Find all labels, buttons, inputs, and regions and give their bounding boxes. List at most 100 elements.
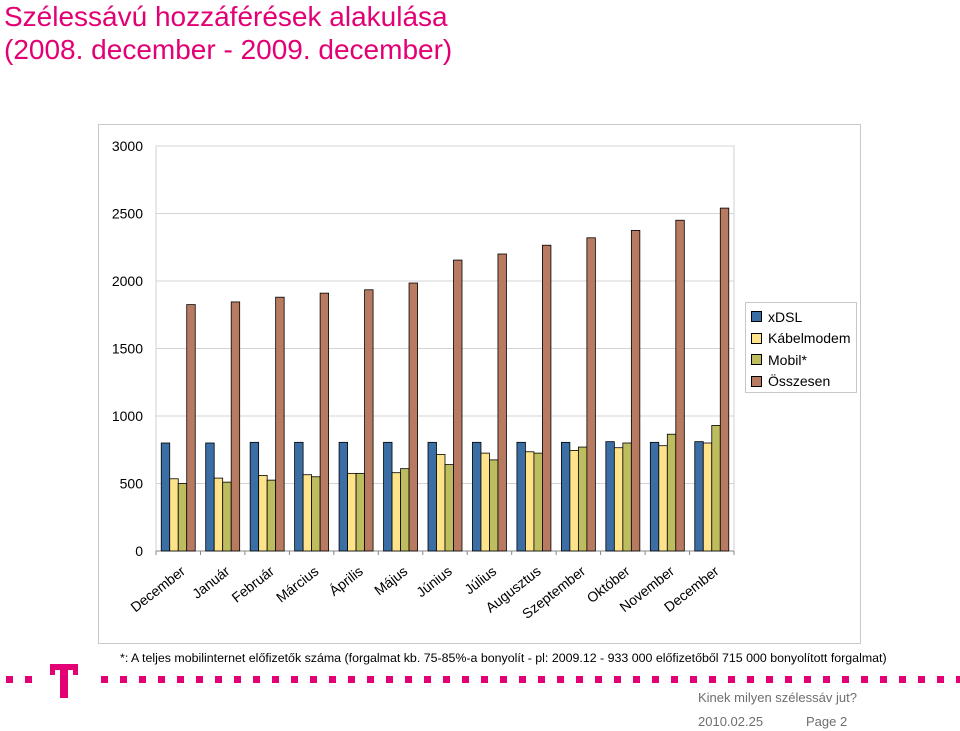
dot <box>291 676 298 683</box>
bar-mobil <box>666 433 677 552</box>
dot <box>557 676 564 683</box>
y-tick-label: 500 <box>120 476 144 492</box>
chart-legend: xDSL Kábelmodem Mobil* Összesen <box>745 302 857 393</box>
dot <box>500 676 507 683</box>
bar-sszesen <box>364 289 374 552</box>
legend-swatch-kabelmodem <box>751 332 762 344</box>
legend-label-osszesen: Összesen <box>768 373 831 390</box>
x-tick-label: Május <box>371 563 410 599</box>
dot <box>842 676 849 683</box>
footer-date: 2010.02.25 <box>698 714 764 729</box>
dot <box>329 676 336 683</box>
bar-sszesen <box>675 219 685 552</box>
bar-mobil <box>355 472 365 552</box>
bar-sszesen <box>453 259 463 552</box>
bar-kbelmodem <box>613 447 624 552</box>
legend-label-mobil: Mobil* <box>768 351 807 368</box>
dot <box>310 676 317 683</box>
bar-sszesen <box>630 229 641 552</box>
bar-xdsl <box>560 441 571 552</box>
dot <box>25 676 32 683</box>
legend-item-xdsl: xDSL <box>751 306 856 328</box>
bar-mobil <box>711 425 721 552</box>
bar-mobil <box>622 442 632 552</box>
dot <box>956 676 960 683</box>
bar-sszesen <box>408 282 418 552</box>
dot <box>937 676 944 683</box>
dot <box>139 676 146 683</box>
bar-sszesen <box>230 301 241 552</box>
bar-sszesen <box>186 304 196 552</box>
bar-sszesen <box>497 253 507 552</box>
legend-item-kabelmodem: Kábelmodem <box>751 328 856 350</box>
dot <box>766 676 773 683</box>
bar-sszesen <box>542 244 552 552</box>
bar-kbelmodem <box>258 474 268 552</box>
bar-mobil <box>177 483 188 552</box>
bar-kbelmodem <box>658 445 668 552</box>
x-tick-label: Április <box>326 563 366 599</box>
dot <box>443 676 450 683</box>
y-tick-label: 3000 <box>112 138 143 154</box>
dot <box>747 676 754 683</box>
dot <box>272 676 279 683</box>
dot <box>367 676 374 683</box>
bar-sszesen <box>319 292 330 552</box>
footnote: *: A teljes mobilinternet előfizetők szá… <box>120 651 887 665</box>
legend-label-xdsl: xDSL <box>768 308 803 325</box>
title-line-1: Szélessávú hozzáférések alakulása <box>4 1 448 32</box>
page-number: Page 2 <box>806 714 848 729</box>
x-tick-label: Január <box>189 563 233 602</box>
bar-mobil <box>222 481 232 552</box>
dot <box>728 676 735 683</box>
x-tick-label: Július <box>461 563 499 598</box>
y-tick-label: 0 <box>135 543 143 559</box>
bar-mobil <box>266 479 277 552</box>
bar-sszesen <box>719 207 730 552</box>
bar-mobil <box>444 464 454 552</box>
dot <box>804 676 811 683</box>
dot <box>538 676 545 683</box>
bar-xdsl <box>427 441 437 552</box>
bar-xdsl <box>383 441 393 552</box>
tagline: Kinek milyen szélessáv jut? <box>698 690 857 705</box>
legend-item-mobil: Mobil* <box>751 349 856 371</box>
y-tick-label: 1000 <box>112 408 143 424</box>
bar-mobil <box>400 468 410 552</box>
bar-kbelmodem <box>169 478 179 552</box>
dot <box>652 676 659 683</box>
legend-swatch-mobil <box>751 354 762 366</box>
bar-mobil <box>577 446 588 552</box>
bar-kbelmodem <box>302 474 313 552</box>
dot <box>215 676 222 683</box>
dot <box>823 676 830 683</box>
x-tick-label: Március <box>273 563 321 606</box>
magenta-dot-line <box>6 676 960 683</box>
bar-xdsl <box>694 441 704 552</box>
bar-xdsl <box>205 442 215 552</box>
bar-kbelmodem <box>347 472 357 552</box>
dot <box>576 676 583 683</box>
dot <box>481 676 488 683</box>
dot <box>405 676 412 683</box>
bar-xdsl <box>605 441 615 552</box>
dot <box>709 676 716 683</box>
dot <box>120 676 127 683</box>
bar-mobil <box>311 476 321 552</box>
dot <box>880 676 887 683</box>
bar-kbelmodem <box>525 451 535 552</box>
dot <box>424 676 431 683</box>
dot <box>861 676 868 683</box>
bar-xdsl <box>338 441 348 552</box>
dot <box>595 676 602 683</box>
y-tick-label: 1500 <box>112 341 143 357</box>
legend-label-kabelmodem: Kábelmodem <box>768 330 851 347</box>
dot <box>918 676 925 683</box>
bar-kbelmodem <box>436 454 446 552</box>
slide-title: Szélessávú hozzáférések alakulása (2008.… <box>4 0 704 66</box>
dot <box>785 676 792 683</box>
title-line-2: (2008. december - 2009. december) <box>4 34 453 65</box>
dot <box>899 676 906 683</box>
bar-kbelmodem <box>702 442 713 552</box>
